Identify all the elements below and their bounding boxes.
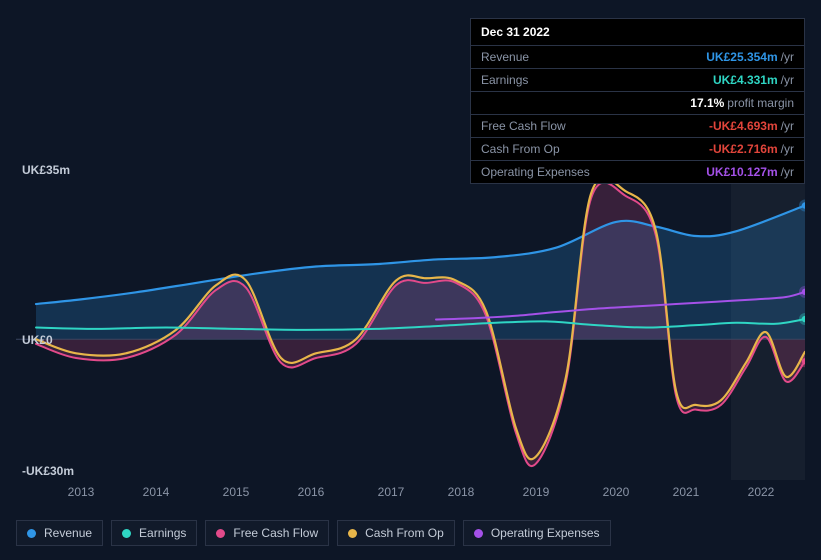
legend-item-label: Earnings: [139, 526, 186, 540]
legend-item-label: Free Cash Flow: [233, 526, 318, 540]
tooltip-row-value: UK£10.127m/yr: [706, 165, 794, 179]
tooltip-row-value: UK£25.354m/yr: [706, 50, 794, 64]
x-tick-2016: 2016: [298, 485, 325, 499]
y-axis-max-label: UK£35m: [22, 163, 70, 177]
legend-item-cfo[interactable]: Cash From Op: [337, 520, 455, 546]
legend-item-label: Operating Expenses: [491, 526, 600, 540]
tooltip-row: Earnings UK£4.331m/yr: [471, 68, 804, 91]
legend-swatch-icon: [216, 529, 225, 538]
tooltip-row-label: Revenue: [481, 50, 529, 64]
tooltip-row-label: Cash From Op: [481, 142, 560, 156]
tooltip-row: Cash From Op -UK£2.716m/yr: [471, 137, 804, 160]
x-tick-2015: 2015: [223, 485, 250, 499]
chart-tooltip: Dec 31 2022 Revenue UK£25.354m/yr Earnings…: [470, 18, 805, 184]
x-tick-2018: 2018: [448, 485, 475, 499]
legend-item-label: Revenue: [44, 526, 92, 540]
y-axis-zero-label: UK£0: [22, 333, 53, 347]
tooltip-row-value: -UK£4.693m/yr: [709, 119, 794, 133]
tooltip-row: Revenue UK£25.354m/yr: [471, 45, 804, 68]
x-tick-2020: 2020: [603, 485, 630, 499]
x-tick-2021: 2021: [673, 485, 700, 499]
legend-item-revenue[interactable]: Revenue: [16, 520, 103, 546]
legend-item-earnings[interactable]: Earnings: [111, 520, 197, 546]
tooltip-row-label: Operating Expenses: [481, 165, 590, 179]
tooltip-row: Operating Expenses UK£10.127m/yr: [471, 160, 804, 183]
y-axis-min-label: -UK£30m: [22, 464, 74, 478]
tooltip-row: Free Cash Flow -UK£4.693m/yr: [471, 114, 804, 137]
x-axis-ticks: 2013 2014 2015 2016 2017 2018 2019 2020 2021 2022: [16, 485, 805, 501]
legend-item-label: Cash From Op: [365, 526, 444, 540]
legend-swatch-icon: [348, 529, 357, 538]
x-tick-2019: 2019: [523, 485, 550, 499]
legend-swatch-icon: [474, 529, 483, 538]
tooltip-date: Dec 31 2022: [471, 19, 804, 45]
tooltip-row-value: UK£4.331m/yr: [713, 73, 794, 87]
legend-item-fcf[interactable]: Free Cash Flow: [205, 520, 329, 546]
x-tick-2017: 2017: [378, 485, 405, 499]
x-tick-2013: 2013: [68, 485, 95, 499]
legend-swatch-icon: [27, 529, 36, 538]
x-tick-2022: 2022: [748, 485, 775, 499]
legend-swatch-icon: [122, 529, 131, 538]
x-tick-2014: 2014: [143, 485, 170, 499]
tooltip-row-label: Free Cash Flow: [481, 119, 566, 133]
legend-item-opex[interactable]: Operating Expenses: [463, 520, 611, 546]
tooltip-row-value: -UK£2.716m/yr: [709, 142, 794, 156]
chart-legend: Revenue Earnings Free Cash Flow Cash From O…: [16, 520, 611, 546]
tooltip-row-label: Earnings: [481, 73, 528, 87]
tooltip-row: 17.1%profit margin: [471, 91, 804, 114]
tooltip-row-value: 17.1%profit margin: [690, 96, 794, 110]
